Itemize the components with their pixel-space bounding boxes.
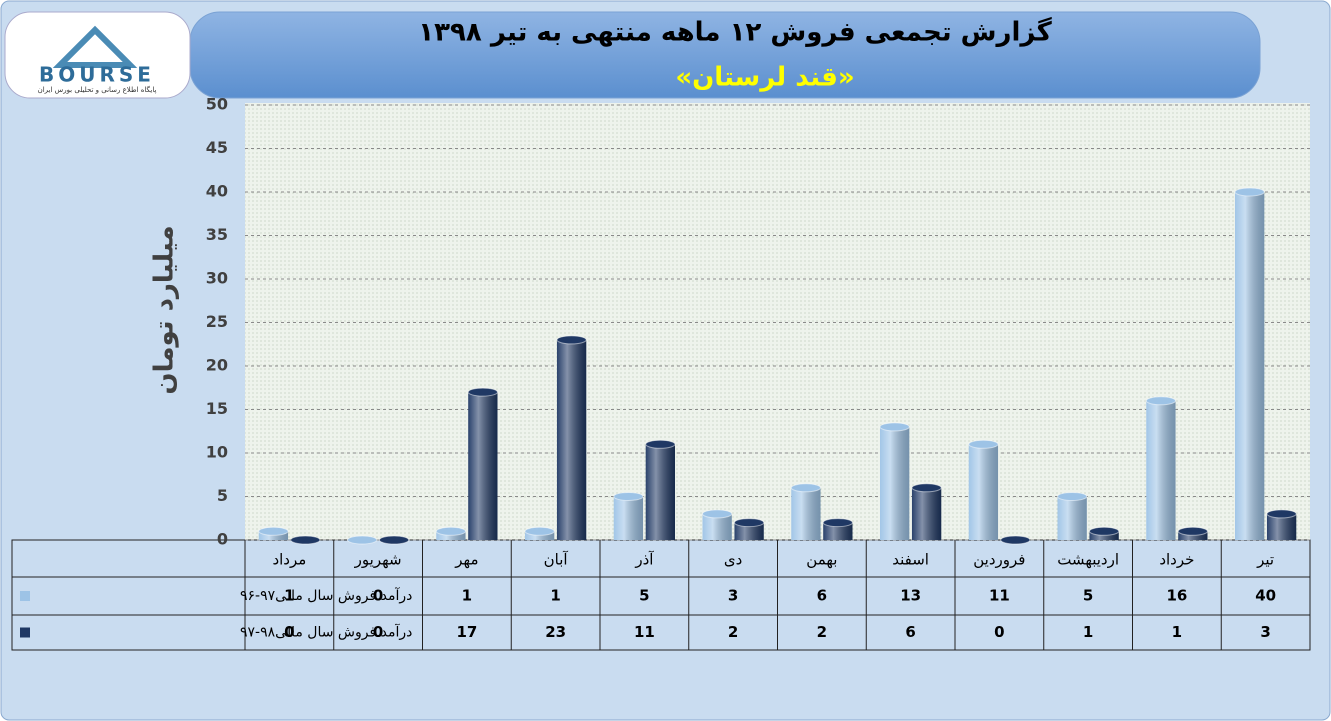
x-tick-label: آذر xyxy=(634,551,654,569)
bar-cap xyxy=(347,535,378,545)
table-value: 3 xyxy=(728,587,738,605)
x-tick-label: اسفند xyxy=(892,551,929,569)
bar-cap xyxy=(258,526,289,536)
chart-subtitle: «قند لرستان» xyxy=(675,63,854,93)
chart-title: گزارش تجمعی فروش ۱۲ ماهه منتهی به تیر ۱۳… xyxy=(418,17,1052,48)
y-tick-label: 40 xyxy=(206,182,228,201)
bar-cap xyxy=(1057,492,1088,501)
bar-shade xyxy=(880,426,910,540)
table-value: 3 xyxy=(1260,623,1270,641)
y-axis-label: میلیارد تومان xyxy=(150,225,180,394)
legend-swatch xyxy=(20,591,30,601)
table-value: 0 xyxy=(373,587,383,605)
legend-label: درآمد فروش سال مالی۹۸-۹۷ xyxy=(240,624,412,641)
bar-cap xyxy=(1088,526,1120,536)
table-value: 1 xyxy=(550,587,560,605)
x-tick-label: مرداد xyxy=(272,551,306,569)
bar-shade xyxy=(791,487,821,540)
x-tick-label: بهمن xyxy=(806,551,837,569)
bar-cap xyxy=(524,526,555,536)
table-value: 11 xyxy=(634,623,655,641)
table-value: 17 xyxy=(456,623,477,641)
legend-label: درآمد فروش سال مالی۹۷-۹۶ xyxy=(240,587,412,604)
table-value: 0 xyxy=(373,623,383,641)
bar-cap xyxy=(911,483,942,493)
x-tick-label: اردیبهشت xyxy=(1057,551,1119,569)
y-tick-label: 50 xyxy=(206,95,228,114)
table-value: 2 xyxy=(817,623,827,641)
x-tick-label: دی xyxy=(724,551,742,569)
bar-cap xyxy=(879,422,910,432)
bar-shade xyxy=(823,522,853,540)
legend-swatch xyxy=(20,627,30,638)
table-value: 23 xyxy=(545,623,566,641)
x-tick-label: شهریور xyxy=(354,551,402,569)
bar-shade xyxy=(968,444,999,540)
logo-icon xyxy=(52,25,138,68)
y-tick-label: 25 xyxy=(206,312,228,331)
table-value: 5 xyxy=(1083,587,1093,605)
table-value: 6 xyxy=(817,587,827,605)
logo-box xyxy=(4,11,191,99)
bar-shade xyxy=(911,487,942,540)
table-value: 0 xyxy=(284,623,294,641)
logo-tagline: پایگاه اطلاع رسانی و تحلیلی بورس ایران xyxy=(38,85,157,94)
table-value: 1 xyxy=(284,587,294,605)
bar-cap xyxy=(733,518,765,528)
bar-shade xyxy=(1057,496,1087,540)
y-tick-label: 0 xyxy=(217,530,228,549)
table-value: 40 xyxy=(1255,587,1276,605)
y-tick-label: 45 xyxy=(206,138,228,157)
table-value: 11 xyxy=(989,587,1010,605)
bar-shade xyxy=(1146,400,1176,540)
table-value: 5 xyxy=(639,587,649,605)
table-value: 13 xyxy=(900,587,921,605)
bar-cap xyxy=(467,387,498,397)
y-tick-label: 20 xyxy=(206,356,228,375)
bar-cap xyxy=(435,526,467,536)
plot-area xyxy=(245,103,1310,540)
table-value: 16 xyxy=(1166,587,1187,605)
bar-shade xyxy=(613,496,644,540)
bar-shade xyxy=(556,339,587,540)
bar-shade xyxy=(468,392,498,540)
x-tick-label: خرداد xyxy=(1159,551,1194,569)
bar-cap xyxy=(1266,509,1297,519)
bar-cap xyxy=(822,518,853,528)
bar-cap xyxy=(1234,187,1265,197)
x-tick-label: مهر xyxy=(454,551,478,569)
table-value: 6 xyxy=(905,623,915,641)
bar-cap xyxy=(1000,535,1031,545)
table-value: 1 xyxy=(1172,623,1182,641)
table-value: 2 xyxy=(728,623,738,641)
y-tick-label: 5 xyxy=(217,486,228,505)
y-tick-label: 10 xyxy=(206,443,228,462)
bar-shade xyxy=(645,444,675,540)
bar-cap xyxy=(702,509,733,519)
bar-cap xyxy=(968,439,999,449)
bar-cap xyxy=(1145,396,1177,406)
bar-cap xyxy=(645,439,676,449)
bar-cap xyxy=(290,535,321,545)
y-tick-label: 30 xyxy=(206,269,228,288)
y-tick-label: 35 xyxy=(206,225,228,244)
bar-cap xyxy=(378,535,410,545)
table-value: 0 xyxy=(994,623,1004,641)
logo-name: BOURSE xyxy=(39,63,155,87)
x-tick-label: تیر xyxy=(1256,551,1274,569)
bar-cap xyxy=(613,492,644,501)
bar-cap xyxy=(1177,526,1208,536)
y-tick-label: 15 xyxy=(206,399,228,418)
bar-shade xyxy=(734,522,764,540)
x-tick-label: فروردین xyxy=(973,551,1025,569)
bar-shade xyxy=(1235,192,1265,540)
bar-cap xyxy=(556,335,587,345)
table-value: 1 xyxy=(1083,623,1093,641)
x-tick-label: آبان xyxy=(544,551,569,569)
data-table xyxy=(11,539,1311,651)
bar-cap xyxy=(790,483,822,493)
table-value: 1 xyxy=(462,587,472,605)
